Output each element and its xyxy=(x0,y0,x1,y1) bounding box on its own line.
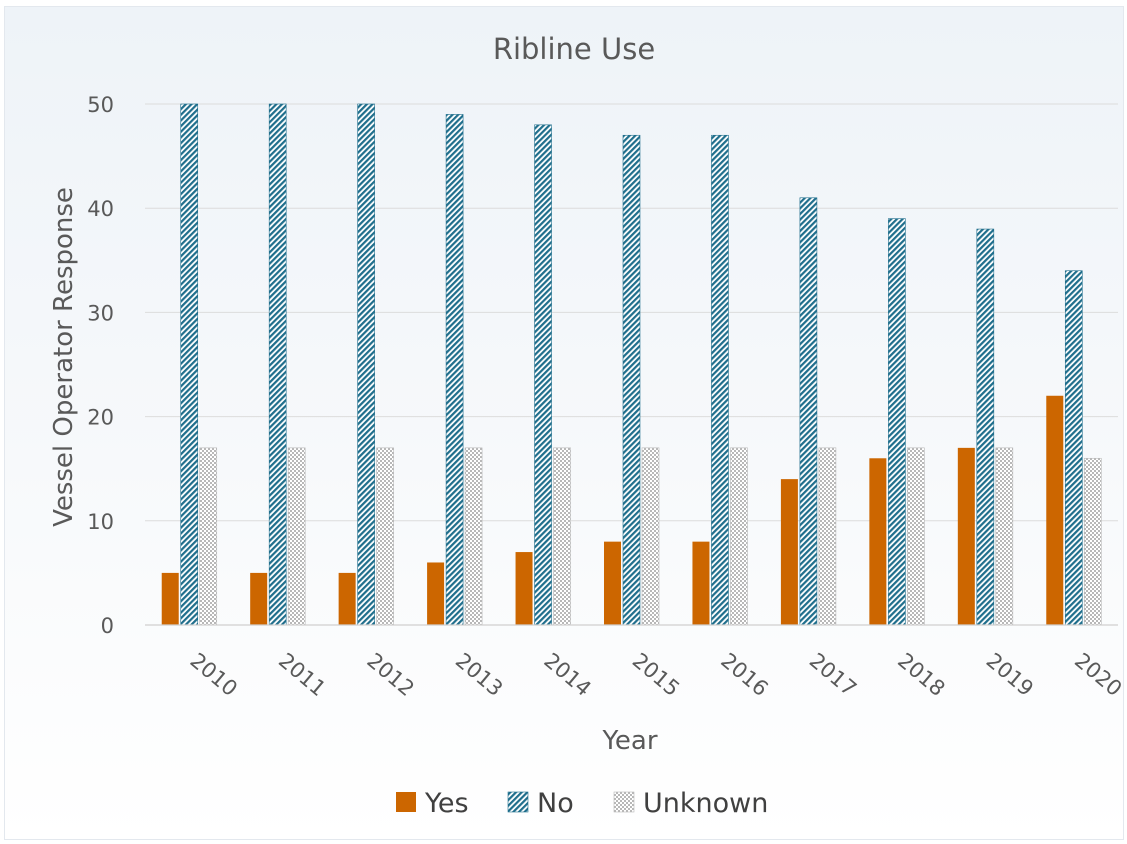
bar-unknown-2016 xyxy=(730,447,748,626)
x-tick-label: 2014 xyxy=(539,648,595,701)
bar-no-2010 xyxy=(180,103,199,626)
y-tick-label: 10 xyxy=(87,510,114,534)
x-tick-label: 2013 xyxy=(451,648,507,701)
legend: Yes No Unknown xyxy=(396,788,768,819)
y-tick-label: 50 xyxy=(87,93,114,117)
y-tick-label: 30 xyxy=(87,301,114,325)
x-tick-label: 2012 xyxy=(362,648,418,701)
bar-no-2018 xyxy=(888,218,906,626)
bar-unknown-2012 xyxy=(376,447,394,626)
x-tick-label: 2020 xyxy=(1070,648,1126,701)
x-tick-label: 2018 xyxy=(893,648,949,701)
bar-no-2019 xyxy=(976,228,995,626)
bar-yes-2012 xyxy=(338,572,356,625)
x-tick-label: 2016 xyxy=(716,648,772,701)
bars xyxy=(161,103,1102,626)
legend-label-unknown: Unknown xyxy=(643,788,768,819)
bar-unknown-2017 xyxy=(818,447,837,626)
bar-yes-2010 xyxy=(161,572,179,625)
bar-unknown-2018 xyxy=(907,447,925,626)
x-axis-title: Year xyxy=(601,726,657,756)
bar-no-2017 xyxy=(799,197,818,626)
legend-swatch-unknown xyxy=(613,791,635,813)
y-axis-title: Vessel Operator Response xyxy=(49,187,79,527)
legend-swatch-no xyxy=(507,791,529,813)
y-tick-label: 20 xyxy=(87,406,114,430)
x-tick-label: 2015 xyxy=(628,648,684,701)
bar-no-2016 xyxy=(711,134,729,626)
legend-label-no: No xyxy=(537,788,574,819)
bar-yes-2013 xyxy=(427,562,445,625)
bar-unknown-2019 xyxy=(995,447,1014,626)
bar-yes-2015 xyxy=(604,541,621,625)
bar-yes-2020 xyxy=(1046,395,1064,625)
bar-no-2013 xyxy=(445,114,464,626)
bar-unknown-2010 xyxy=(199,447,218,626)
bar-unknown-2013 xyxy=(464,447,483,626)
bar-unknown-2015 xyxy=(641,447,660,626)
x-tick-label: 2011 xyxy=(274,648,330,701)
bar-unknown-2014 xyxy=(553,447,571,626)
y-axis-ticks: 0 10 20 30 40 50 xyxy=(87,93,114,638)
bar-no-2015 xyxy=(622,134,641,626)
bar-yes-2014 xyxy=(515,552,533,625)
bar-no-2012 xyxy=(357,103,375,626)
legend-label-yes: Yes xyxy=(424,788,469,819)
bar-unknown-2020 xyxy=(1083,457,1102,626)
x-tick-label: 2019 xyxy=(982,648,1038,701)
chart-title: Ribline Use xyxy=(493,32,655,66)
bar-yes-2016 xyxy=(692,541,710,625)
legend-swatch-yes xyxy=(396,792,416,812)
bar-yes-2017 xyxy=(780,479,798,625)
y-tick-label: 0 xyxy=(101,614,114,638)
x-tick-label: 2010 xyxy=(186,648,242,701)
bar-no-2014 xyxy=(534,124,552,626)
bar-no-2011 xyxy=(268,103,287,626)
bar-no-2020 xyxy=(1064,270,1083,626)
bar-yes-2011 xyxy=(250,572,268,625)
y-tick-label: 40 xyxy=(87,197,114,221)
bar-yes-2019 xyxy=(957,447,975,625)
x-tick-label: 2017 xyxy=(805,648,861,701)
bar-yes-2018 xyxy=(869,458,887,625)
bar-unknown-2011 xyxy=(287,447,306,626)
x-axis-ticks: 2010 2011 2012 2013 2014 2015 2016 2017 2018 2019… xyxy=(186,648,1127,701)
